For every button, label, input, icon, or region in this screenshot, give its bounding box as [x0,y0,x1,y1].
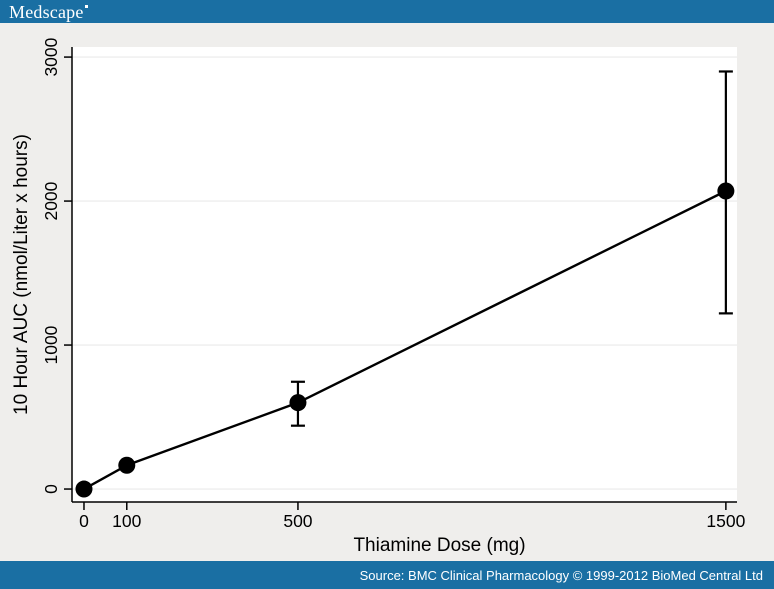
svg-text:1000: 1000 [41,325,61,364]
source-bar: Source: BMC Clinical Pharmacology © 1999… [0,561,774,589]
medscape-header-bar: Medscape [0,0,774,23]
gridlines [72,56,737,490]
data-points [75,182,735,498]
chart-area: 0 1000 2000 3000 0 100 500 1500 Thiamine Dose (m… [0,23,774,561]
data-point-marker [75,480,93,498]
y-axis-label: 10 Hour AUC (nmol/Liter x hours) [11,134,32,415]
medscape-logo-dot-icon [84,4,88,8]
data-line [83,189,727,491]
medscape-logo: Medscape [9,3,88,21]
medscape-logo-text: Medscape [9,1,84,22]
x-axis-label: Thiamine Dose (mg) [353,535,525,556]
data-point-marker [289,394,307,412]
axes [71,47,737,503]
source-text: Source: BMC Clinical Pharmacology © 1999… [359,567,763,583]
svg-text:2000: 2000 [41,181,61,220]
data-point-marker [118,456,136,474]
plot-background [72,47,737,502]
x-tick-labels: 0 100 500 1500 [79,502,746,531]
svg-text:1500: 1500 [706,511,745,531]
svg-text:100: 100 [112,511,141,531]
line-chart: 0 1000 2000 3000 0 100 500 1500 Thiamine Dose (m… [11,37,746,556]
svg-text:0: 0 [41,484,61,494]
svg-text:500: 500 [283,511,312,531]
svg-text:0: 0 [79,511,89,531]
svg-text:3000: 3000 [41,37,61,76]
y-tick-labels: 0 1000 2000 3000 [41,37,72,494]
data-point-marker [717,182,735,200]
